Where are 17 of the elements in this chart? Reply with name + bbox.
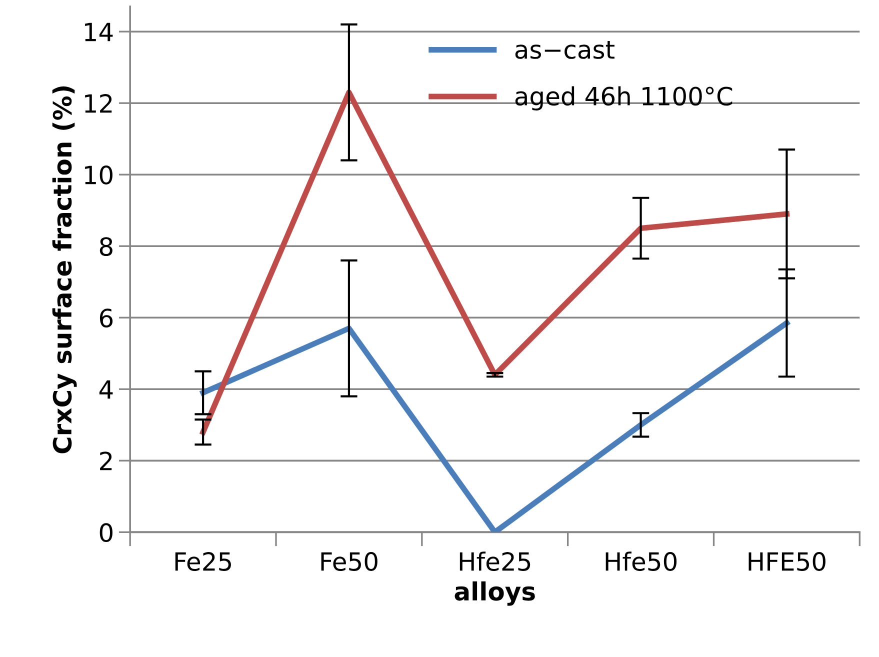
legend-label: aged 46h 1100°C <box>515 86 732 110</box>
x-tick-label: Hfe50 <box>606 552 677 571</box>
y-tick-label: 12 <box>85 94 112 113</box>
legend-label: as−cast <box>515 41 614 59</box>
y-tick-label: 8 <box>100 237 112 256</box>
x-axis-title: alloys <box>454 581 535 606</box>
x-tick-label: Fe25 <box>175 552 231 571</box>
x-tick-label: Hfe25 <box>460 552 530 571</box>
y-tick-label: 14 <box>85 22 113 42</box>
y-axis-title: CrxCy surface fraction (%) <box>52 86 77 454</box>
y-tick-label: 10 <box>85 166 112 184</box>
y-tick-label: 0 <box>100 523 112 542</box>
y-tick-label: 2 <box>100 452 112 470</box>
x-tick-label: Fe50 <box>321 552 378 571</box>
y-tick-label: 4 <box>99 380 113 399</box>
x-tick-label: HFE50 <box>748 552 826 571</box>
y-tick-label: 6 <box>100 308 113 328</box>
